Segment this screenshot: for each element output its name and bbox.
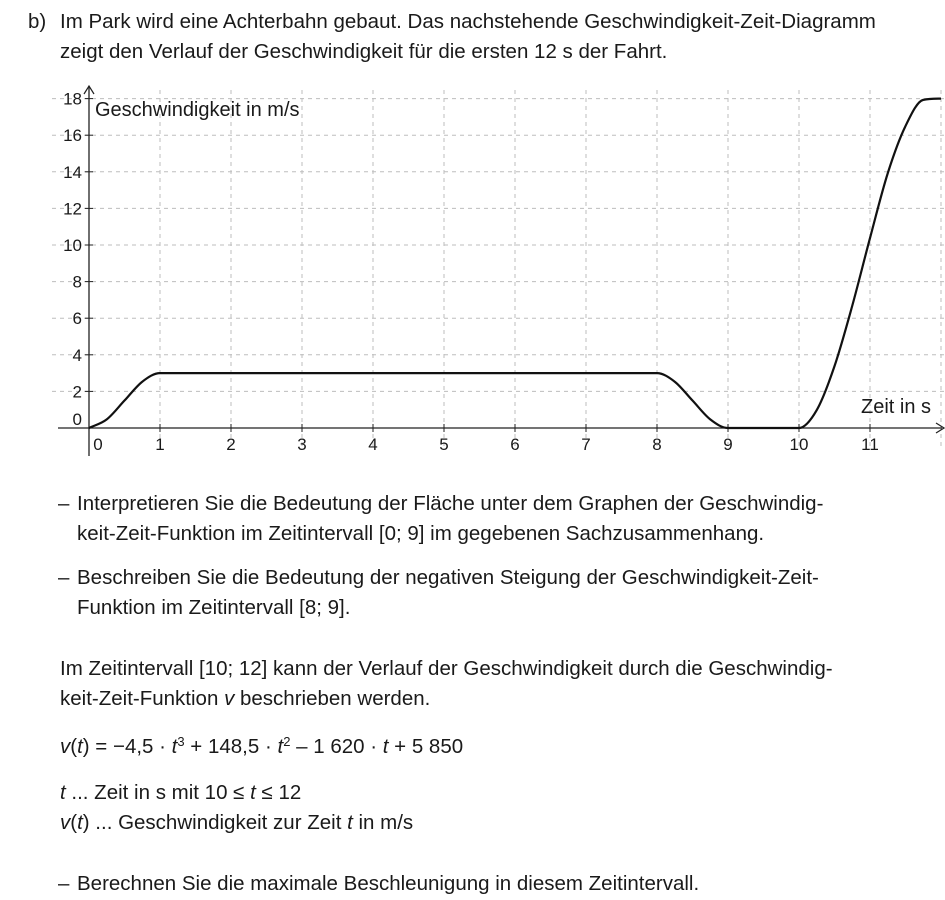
x-tick-label: 0 [93, 435, 102, 454]
question-1-line-2: keit-Zeit-Funktion im Zeitintervall [0; … [77, 522, 765, 545]
y-tick-label: 10 [63, 236, 82, 255]
velocity-curve [88, 97, 942, 430]
x-tick-label: 4 [368, 435, 377, 454]
x-tick-label: 6 [510, 435, 519, 454]
y-tick-label: 6 [73, 309, 82, 328]
y-tick-label: 18 [63, 90, 82, 109]
question-2-line-1: Beschreiben Sie die Bedeutung der negati… [77, 566, 819, 589]
bullet-dash: – [58, 566, 70, 589]
x-tick-label: 9 [723, 435, 732, 454]
x-axis-label: Zeit in s [861, 396, 931, 418]
x-axis-arrow [935, 422, 945, 434]
chart-grid [52, 90, 944, 448]
intro-text-line-1: Im Park wird eine Achterbahn gebaut. Das… [60, 10, 876, 33]
x-tick-label: 11 [861, 435, 879, 454]
paragraph-line-2: keit-Zeit-Funktion v beschrieben werden. [60, 687, 431, 710]
question-3: Berechnen Sie die maximale Beschleunigun… [77, 872, 700, 895]
question-1-line-1: Interpretieren Sie die Bedeutung der Flä… [77, 492, 824, 515]
x-tick-label: 8 [652, 435, 661, 454]
x-tick-label: 7 [581, 435, 590, 454]
intro-text-line-2: zeigt den Verlauf der Geschwindigkeit fü… [60, 40, 668, 63]
definition-t: t ... Zeit in s mit 10 ≤ t ≤ 12 [60, 781, 302, 804]
y-tick-label: 0 [73, 410, 82, 429]
chart-axes [58, 84, 945, 456]
y-axis-arrow [83, 84, 95, 95]
paragraph-line-1: Im Zeitintervall [10; 12] kann der Verla… [60, 657, 833, 680]
x-tick-label: 10 [790, 435, 809, 454]
y-tick-label: 4 [73, 346, 82, 365]
x-tick-label: 2 [226, 435, 235, 454]
bullet-dash: – [58, 492, 70, 515]
task-label: b) [28, 10, 47, 33]
y-tick-label: 16 [63, 126, 82, 145]
velocity-formula: v(t) = −4,5 · t3 + 148,5 · t2 – 1 620 · … [60, 734, 464, 758]
y-tick-label: 14 [63, 163, 82, 182]
y-axis-label: Geschwindigkeit in m/s [95, 99, 300, 121]
y-tick-label: 2 [73, 382, 82, 401]
bullet-dash: – [58, 872, 70, 895]
y-tick-labels: 0 2 4 6 8 10 12 14 16 18 [63, 90, 82, 429]
x-tick-label: 1 [155, 435, 164, 454]
x-tick-labels: 0 1 2 3 4 5 6 7 8 9 10 11 [93, 435, 879, 454]
y-tick-label: 8 [73, 273, 82, 292]
x-tick-label: 3 [297, 435, 306, 454]
y-tick-label: 12 [63, 199, 82, 218]
definition-v: v(t) ... Geschwindigkeit zur Zeit t in m… [60, 811, 414, 834]
question-2-line-2: Funktion im Zeitintervall [8; 9]. [77, 596, 351, 619]
x-tick-label: 5 [439, 435, 448, 454]
